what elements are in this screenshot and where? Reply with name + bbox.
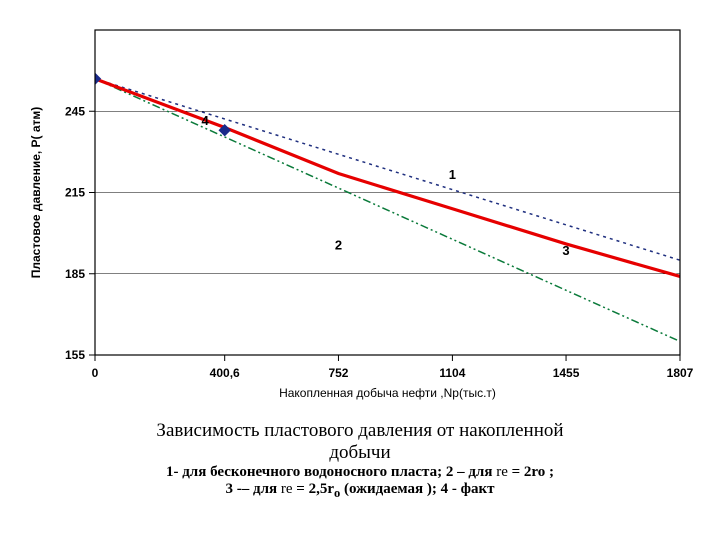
x-axis-label: Накопленная добыча нефти ,Np(тыс.т) bbox=[279, 386, 496, 400]
caption-title-1: Зависимость пластового давления от накоп… bbox=[0, 420, 720, 442]
series-inline-label: 4 bbox=[201, 113, 209, 128]
legend-text: 1- для бесконечного водоносного пласта; … bbox=[166, 464, 496, 480]
caption-title-2: добычи bbox=[0, 442, 720, 464]
legend-text: = 2,5r bbox=[293, 481, 334, 497]
legend-text: = 2ro ; bbox=[508, 464, 554, 480]
caption-legend-line-1: 1- для бесконечного водоносного пласта; … bbox=[0, 464, 720, 481]
pressure-vs-production-chart: 155 185 215 245 0 400,6 752 1104 1455 1807 Накопле… bbox=[0, 0, 720, 420]
series-inline-label: 2 bbox=[335, 237, 342, 252]
x-tick-label: 0 bbox=[92, 366, 99, 380]
series-inline-label: 1 bbox=[449, 167, 456, 182]
caption-legend-line-2: 3 -– для rе = 2,5ro (ожидаемая ); 4 - фа… bbox=[0, 481, 720, 501]
y-tick-label: 155 bbox=[65, 348, 85, 362]
x-tick-label: 1104 bbox=[439, 366, 465, 380]
y-axis-label: Пластовое давление, P( атм) bbox=[29, 107, 43, 279]
legend-text: rе bbox=[281, 481, 293, 497]
x-tick-label: 752 bbox=[328, 366, 348, 380]
x-tick-label: 1455 bbox=[553, 366, 580, 380]
x-tick-label: 1807 bbox=[667, 366, 694, 380]
legend-text: 3 -– для bbox=[226, 481, 281, 497]
caption-block: Зависимость пластового давления от накоп… bbox=[0, 420, 720, 501]
legend-text: rе bbox=[496, 464, 508, 480]
legend-text: (ожидаемая ); 4 - факт bbox=[340, 481, 494, 497]
y-tick-label: 185 bbox=[65, 267, 85, 281]
x-tick-label: 400,6 bbox=[210, 366, 240, 380]
y-tick-label: 245 bbox=[65, 104, 85, 118]
series-inline-label: 3 bbox=[562, 243, 569, 258]
y-tick-label: 215 bbox=[65, 186, 85, 200]
